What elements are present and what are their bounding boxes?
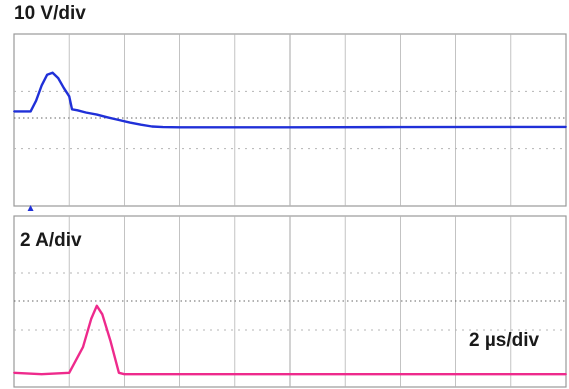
voltage-trace	[14, 71, 567, 129]
voltage-sample-point	[140, 123, 142, 126]
voltage-sample-point	[95, 113, 98, 116]
voltage-sample-point	[151, 125, 153, 128]
voltage-sample-point	[21, 110, 24, 113]
current-sample-point	[151, 373, 153, 376]
current-panel	[13, 215, 567, 388]
current-sample-point	[95, 304, 98, 307]
voltage-sample-point	[35, 99, 37, 102]
voltage-sample-point	[117, 119, 120, 121]
voltage-sample-point	[84, 111, 87, 114]
current-sample-point	[109, 340, 112, 343]
voltage-sample-point	[71, 108, 73, 111]
voltage-sample-point	[13, 110, 15, 113]
voltage-sample-point	[51, 71, 54, 74]
current-scale-label: 2 A/div	[20, 230, 82, 251]
voltage-sample-point	[29, 110, 32, 113]
voltage-sample-point	[57, 77, 60, 79]
current-sample-point	[117, 371, 120, 374]
current-sample-point	[40, 373, 43, 376]
current-sample-point	[565, 373, 567, 376]
voltage-sample-point	[26, 110, 29, 113]
current-sample-point	[68, 371, 71, 374]
voltage-sample-point	[76, 109, 79, 112]
voltage-sample-point	[106, 116, 109, 119]
voltage-sample-point	[178, 126, 181, 129]
current-sample-point	[123, 373, 126, 376]
trigger-marker	[27, 205, 34, 211]
voltage-sample-point	[162, 126, 164, 128]
voltage-sample-point	[233, 126, 236, 129]
voltage-sample-point	[46, 73, 49, 76]
voltage-sample-point	[399, 126, 402, 128]
voltage-sample-point	[68, 95, 71, 98]
voltage-sample-point	[40, 84, 43, 87]
voltage-scale-label: 10 V/div	[14, 3, 86, 24]
current-sample-point	[101, 313, 104, 316]
voltage-sample-point	[565, 125, 567, 128]
current-sample-point	[289, 373, 291, 376]
voltage-sample-point	[129, 121, 131, 124]
current-sample-point	[82, 346, 84, 348]
voltage-panel	[13, 33, 567, 211]
voltage-sample-point	[62, 86, 65, 89]
time-scale-label: 2 µs/div	[469, 330, 540, 351]
voltage-sample-point	[289, 126, 291, 129]
current-sample-point	[90, 317, 93, 320]
current-sample-point	[13, 371, 15, 374]
